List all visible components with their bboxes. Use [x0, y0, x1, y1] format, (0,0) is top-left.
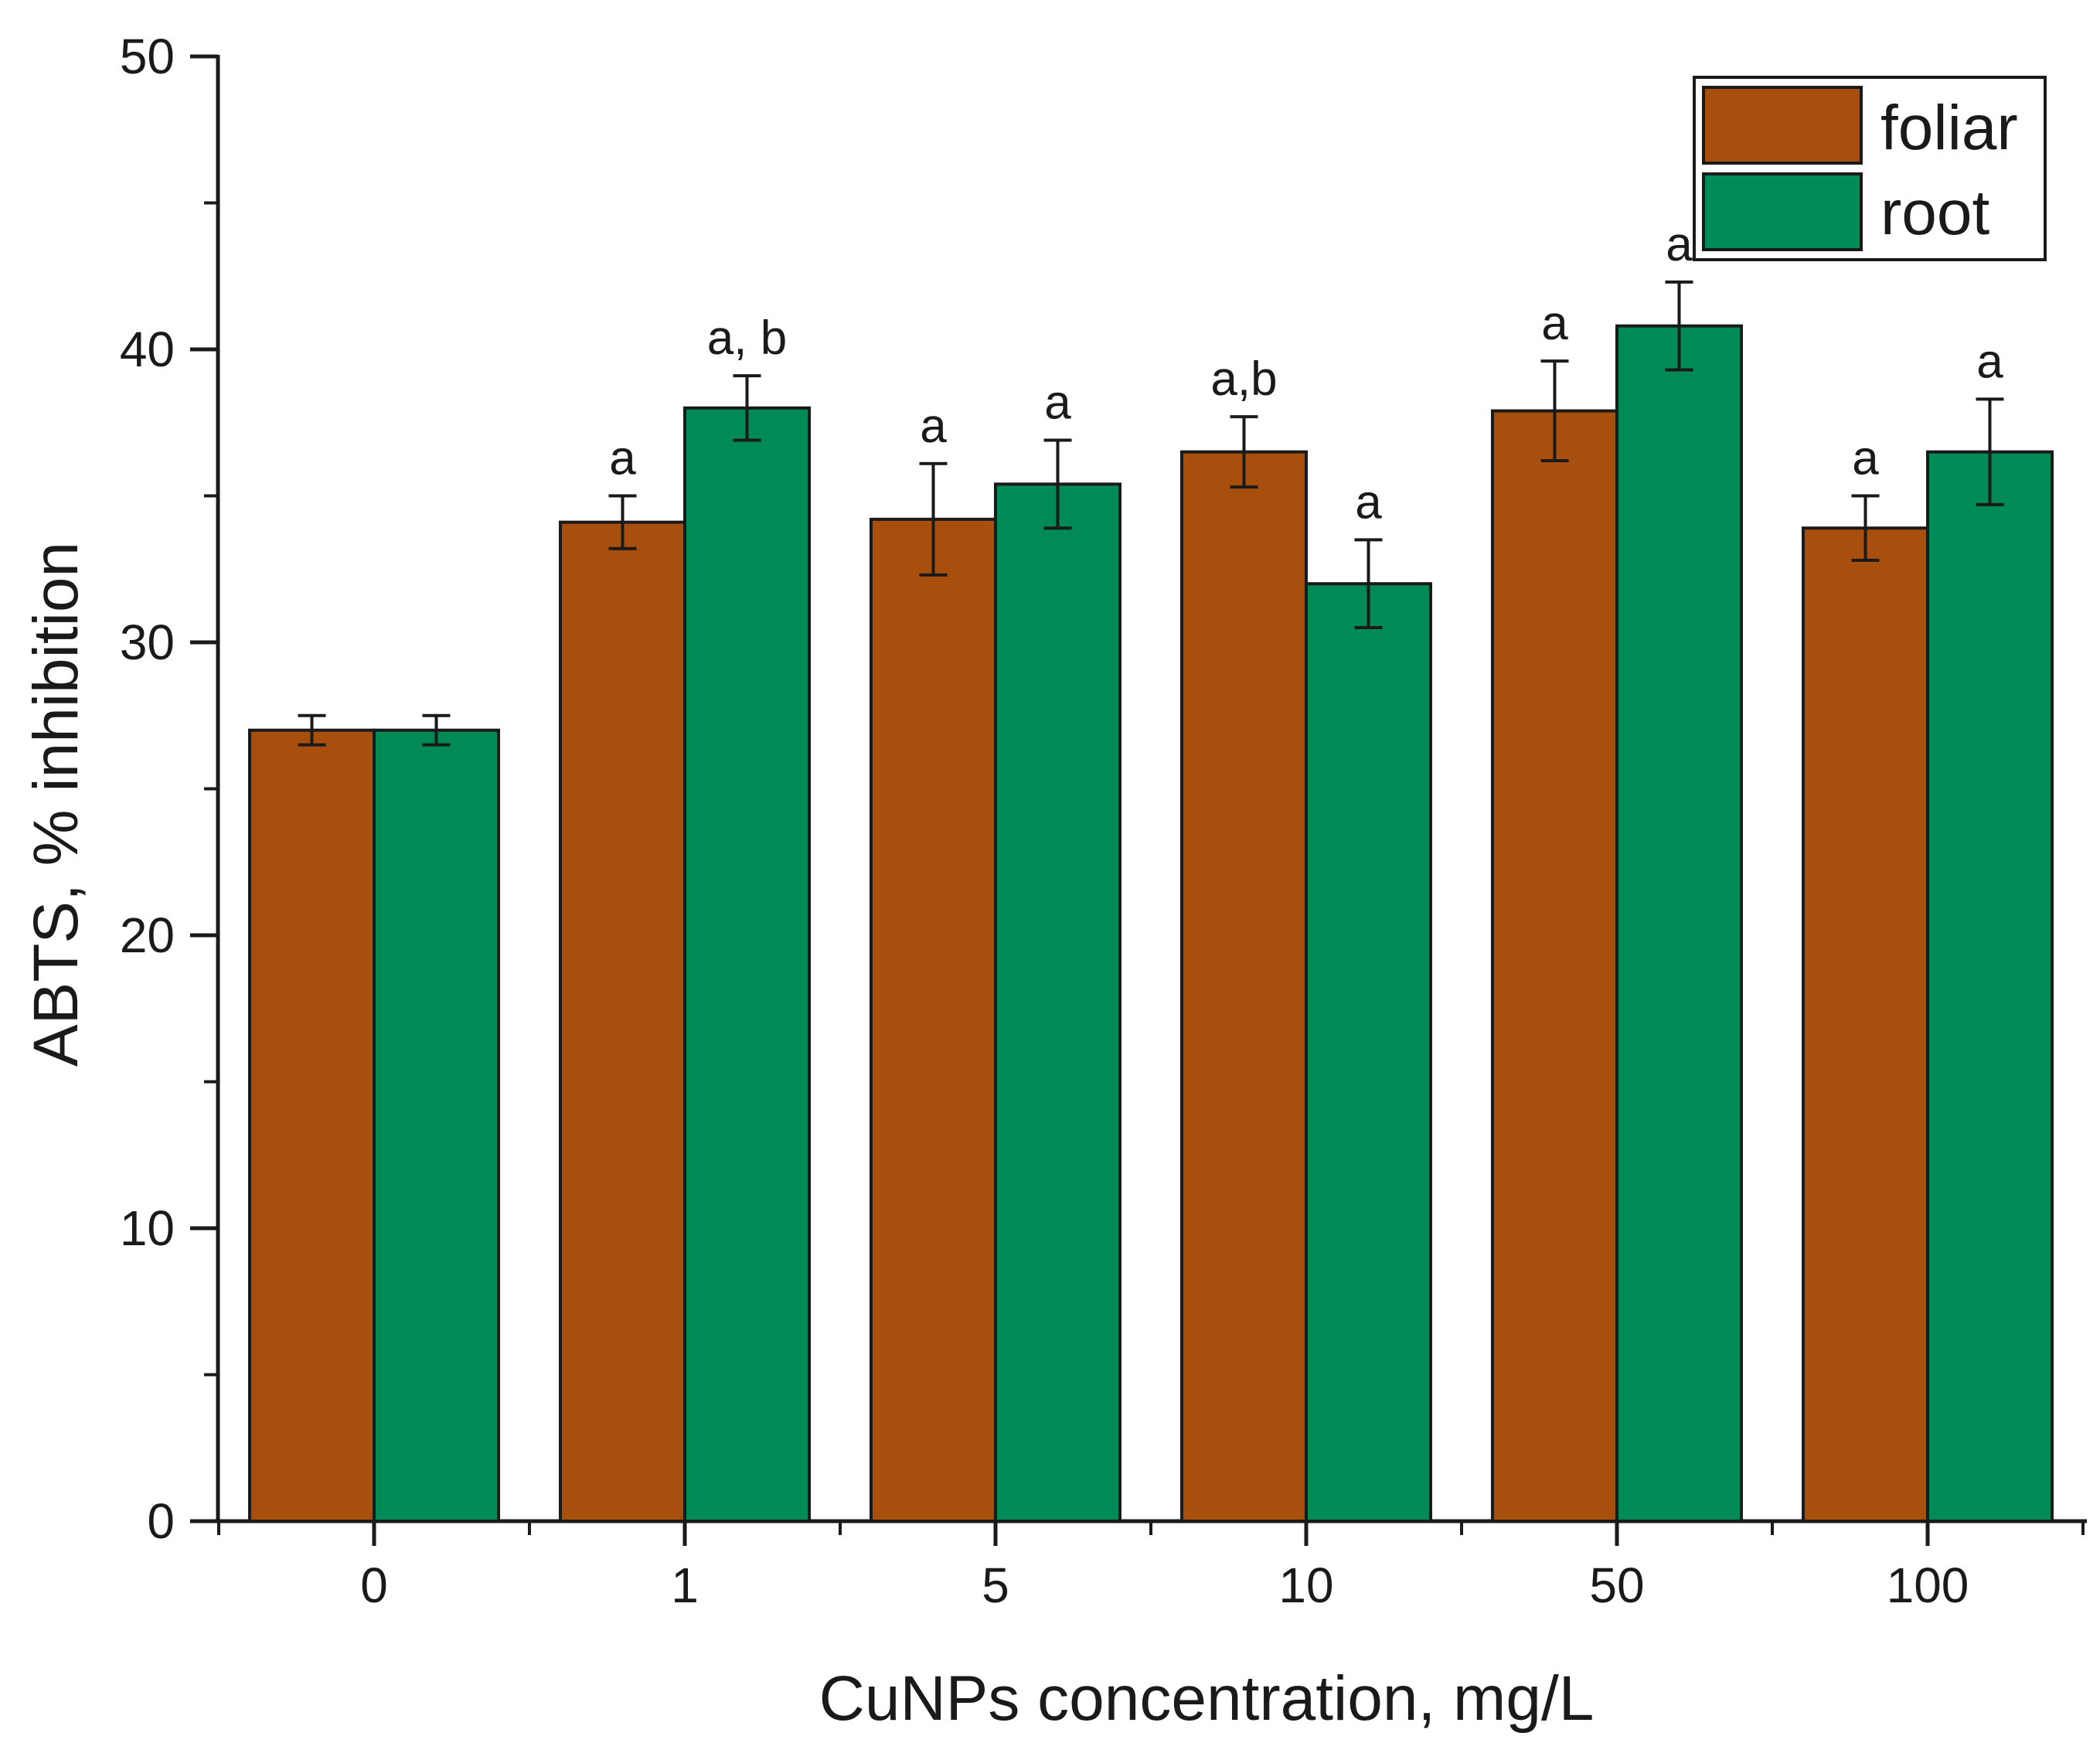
bar-foliar-10 — [1180, 450, 1308, 1523]
x-tick-label: 100 — [1887, 1557, 1969, 1613]
axes: 0 10 20 30 40 50 0 1 5 10 50 100 — [120, 29, 2087, 1613]
legend-label-foliar: foliar — [1880, 93, 2018, 163]
x-axis-title: CuNPs concentration, mg/L — [819, 1663, 1595, 1734]
y-tick-label: 0 — [147, 1493, 175, 1549]
y-tick-label: 10 — [120, 1200, 175, 1256]
error-bar-foliar-1 — [608, 494, 637, 550]
bars — [248, 324, 2054, 1523]
error-bar-root-50 — [1665, 280, 1693, 372]
error-bar-root-5 — [1043, 438, 1072, 530]
bar-foliar-50 — [1491, 409, 1618, 1523]
y-axis-title: ABTS, % inhibition — [21, 542, 91, 1067]
significance-label-foliar-100: a — [1852, 432, 1879, 485]
significance-label-root-1: a, b — [707, 311, 787, 365]
significance-label-root-10: a — [1355, 475, 1382, 529]
x-axis-ticks: 0 1 5 10 50 100 — [217, 1521, 2085, 1613]
x-tick-label: 1 — [671, 1557, 699, 1613]
error-bar-root-1 — [733, 374, 761, 442]
legend-swatch-foliar — [1702, 86, 1863, 165]
bar-root-0 — [373, 728, 500, 1523]
y-tick-label: 40 — [120, 322, 175, 377]
bar-foliar-5 — [870, 517, 997, 1523]
bar-root-5 — [994, 482, 1121, 1523]
significance-label-root-50: a — [1666, 218, 1693, 271]
y-tick-label: 20 — [120, 907, 175, 963]
bar-foliar-100 — [1802, 526, 1929, 1523]
legend-label-root: root — [1880, 178, 1990, 248]
error-bar-root-10 — [1354, 538, 1383, 630]
y-tick-label: 30 — [120, 614, 175, 670]
bar-foliar-1 — [559, 520, 686, 1523]
significance-labels: a a a,b a a a, b a a a a — [609, 218, 2003, 529]
y-axis-ticks: 0 10 20 30 40 50 — [120, 29, 218, 1549]
error-bar-foliar-10 — [1230, 415, 1258, 489]
error-bar-foliar-100 — [1851, 494, 1880, 562]
bar-root-100 — [1926, 450, 2054, 1523]
significance-label-foliar-50: a — [1541, 297, 1568, 350]
error-bar-root-0 — [422, 713, 451, 747]
x-tick-label: 5 — [982, 1557, 1009, 1613]
significance-label-foliar-5: a — [920, 400, 947, 453]
significance-label-root-5: a — [1044, 376, 1071, 429]
bar-foliar-0 — [248, 728, 376, 1523]
error-bar-foliar-0 — [298, 713, 326, 747]
significance-label-foliar-10: a,b — [1210, 352, 1277, 406]
legend: foliar root — [1693, 76, 2047, 261]
bar-root-50 — [1615, 324, 1743, 1523]
x-tick-label: 50 — [1589, 1557, 1644, 1613]
significance-label-root-100: a — [1976, 335, 2003, 388]
error-bars — [298, 280, 2004, 747]
x-tick-label: 10 — [1278, 1557, 1333, 1613]
error-bar-foliar-50 — [1540, 359, 1569, 463]
bar-root-1 — [683, 406, 811, 1523]
significance-label-foliar-1: a — [609, 432, 636, 485]
bar-root-10 — [1305, 582, 1432, 1523]
legend-swatch-root — [1702, 172, 1863, 251]
error-bar-root-100 — [1976, 397, 2004, 506]
error-bar-foliar-5 — [919, 461, 948, 577]
y-tick-label: 50 — [120, 29, 175, 84]
x-tick-label: 0 — [360, 1557, 388, 1613]
